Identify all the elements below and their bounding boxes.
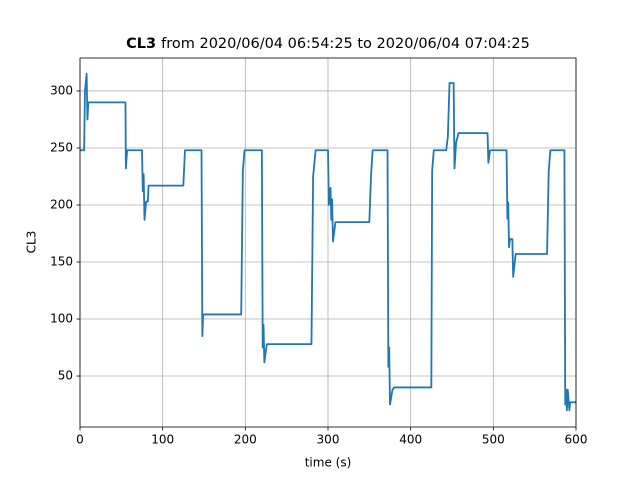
plot-frame <box>79 57 577 428</box>
y-tick-label: 300 <box>50 83 73 97</box>
y-tick-label: 150 <box>50 254 73 268</box>
title-rest: from 2020/06/04 06:54:25 to 2020/06/04 0… <box>161 36 530 52</box>
x-tick-label: 100 <box>151 433 174 447</box>
x-tick-label: 300 <box>317 433 340 447</box>
title-bold: CL3 <box>126 36 156 52</box>
x-tick-label: 600 <box>565 433 588 447</box>
x-tick-label: 500 <box>482 433 505 447</box>
x-tick-label: 0 <box>76 433 84 447</box>
x-tick-label: 400 <box>399 433 422 447</box>
y-tick-label: 100 <box>50 312 73 326</box>
x-tick-label: 200 <box>234 433 257 447</box>
y-tick-label: 250 <box>50 140 73 154</box>
y-tick-label: 50 <box>58 369 73 383</box>
line-series <box>80 72 576 412</box>
y-tick-label: 200 <box>50 197 73 211</box>
y-axis-label: CL3 <box>25 231 39 254</box>
chart-title: CL3 from 2020/06/04 06:54:25 to 2020/06/0… <box>126 36 530 52</box>
x-axis-label: time (s) <box>305 456 352 470</box>
